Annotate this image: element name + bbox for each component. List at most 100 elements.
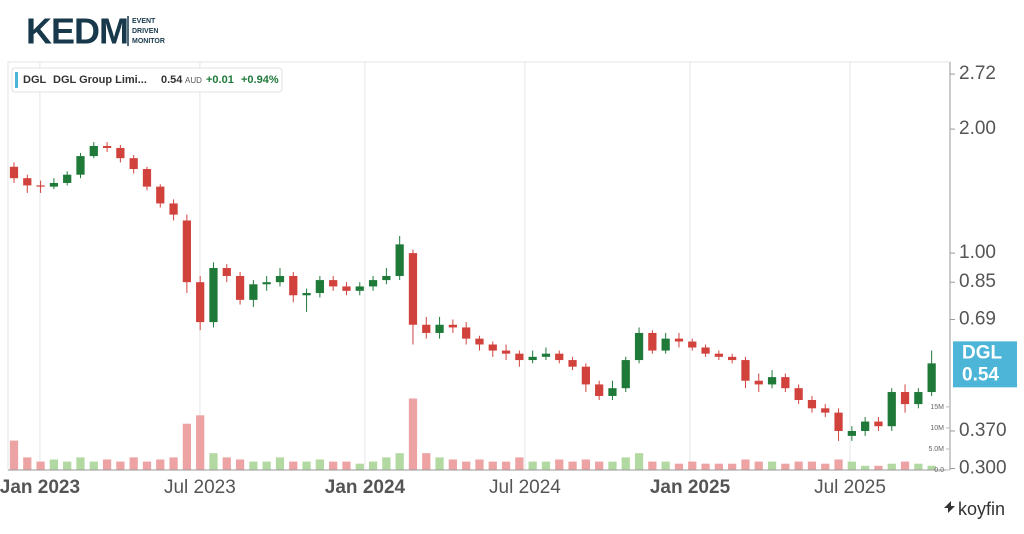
y-tick-label: 1.00	[959, 242, 996, 263]
y-tick-label: 0.300	[959, 458, 1007, 479]
volume-bar	[568, 461, 577, 470]
volume-bar	[89, 461, 98, 470]
volume-bar	[315, 459, 324, 470]
candle-body	[9, 166, 19, 179]
candle-body	[634, 332, 644, 361]
volume-bar	[621, 457, 630, 470]
volume-bar	[555, 459, 564, 470]
volume-bar	[63, 461, 72, 470]
volume-bar	[515, 457, 524, 470]
candle-body	[196, 282, 205, 323]
x-tick-label: Jan 2023	[0, 477, 80, 498]
volume-tick-label: 0.0	[934, 467, 944, 474]
x-tick-label: Jul 2023	[164, 477, 236, 498]
candle-body	[209, 268, 218, 323]
candle-body	[315, 280, 324, 294]
y-tick-label: 0.85	[959, 271, 996, 292]
x-tick-label: Jul 2025	[814, 477, 886, 498]
volume-bar	[209, 453, 218, 470]
volume-bar	[648, 461, 657, 470]
legend-change-pct: +0.94%	[241, 74, 279, 86]
candle-body	[222, 268, 231, 276]
volume-bar	[900, 461, 910, 470]
candle-body	[156, 186, 165, 204]
volume-bar	[501, 461, 511, 470]
volume-bar	[794, 461, 803, 470]
volume-bar	[435, 457, 444, 470]
volume-bar	[422, 453, 431, 470]
volume-bar	[847, 461, 856, 470]
candle-body	[382, 275, 391, 281]
x-tick-label: Jan 2025	[650, 477, 731, 498]
volume-bar	[395, 453, 404, 470]
volume-bar	[701, 463, 710, 470]
volume-bar	[595, 461, 604, 470]
volume-bar	[608, 461, 617, 470]
volume-bar	[767, 461, 777, 470]
volume-bar	[23, 457, 32, 470]
legend-ticker: DGL	[23, 74, 47, 86]
volume-bar	[408, 398, 418, 470]
candle-body	[555, 353, 564, 361]
volume-bar	[355, 463, 364, 470]
candle-body	[568, 360, 577, 367]
candle-body	[914, 392, 923, 405]
volume-bar	[142, 461, 152, 470]
volume-bar	[741, 459, 750, 470]
legend-price: 0.54	[161, 74, 183, 86]
volume-bar	[235, 459, 245, 470]
candle-body	[262, 282, 271, 285]
candle-body	[182, 220, 192, 283]
candle-body	[581, 366, 590, 385]
candle-body	[63, 174, 72, 183]
volume-bar	[169, 457, 178, 470]
logo-line: MONITOR	[132, 38, 165, 45]
y-tick-label: 2.72	[959, 63, 996, 84]
volume-bar	[302, 461, 311, 470]
candle-body	[169, 203, 178, 215]
x-tick-label: Jul 2024	[489, 477, 561, 498]
legend-change: +0.01	[206, 74, 234, 86]
candle-body	[807, 399, 817, 409]
candle-body	[448, 324, 457, 328]
candle-body	[89, 145, 98, 157]
candle-body	[501, 350, 511, 354]
volume-tick-label: 5.0M	[928, 446, 944, 453]
candle-body	[714, 353, 723, 357]
candle-body	[49, 182, 59, 187]
candle-body	[515, 353, 524, 361]
volume-bar	[821, 463, 830, 470]
candle-body	[874, 421, 883, 427]
volume-bar	[807, 461, 817, 470]
volume-bar	[661, 461, 670, 470]
last-tag-ticker: DGL	[962, 342, 1003, 363]
volume-bar	[781, 463, 790, 470]
logo-line: EVENT	[132, 18, 156, 25]
candle-body	[621, 360, 630, 389]
candle-body	[661, 338, 670, 351]
candle-body	[76, 156, 85, 175]
y-tick-label: 0.69	[959, 309, 996, 330]
volume-bar	[861, 465, 870, 470]
volume-bar	[329, 461, 338, 470]
candle-body	[329, 280, 338, 287]
candle-body	[528, 356, 537, 361]
volume-bar	[36, 461, 45, 470]
candle-body	[834, 412, 843, 431]
volume-bar	[9, 440, 19, 470]
candle-body	[36, 185, 45, 187]
brand: koyfin	[958, 499, 1005, 519]
volume-bar	[342, 461, 351, 470]
legend-box	[11, 67, 283, 93]
volume-bar	[196, 415, 205, 470]
candle-body	[900, 392, 910, 405]
volume-tick-label: 15M	[930, 404, 944, 411]
plot-frame	[7, 61, 951, 471]
candle-body	[249, 284, 258, 300]
candle-body	[488, 344, 497, 351]
volume-bar	[116, 461, 125, 470]
volume-bar	[914, 463, 923, 470]
candle-body	[861, 421, 870, 431]
volume-bar	[927, 465, 936, 470]
